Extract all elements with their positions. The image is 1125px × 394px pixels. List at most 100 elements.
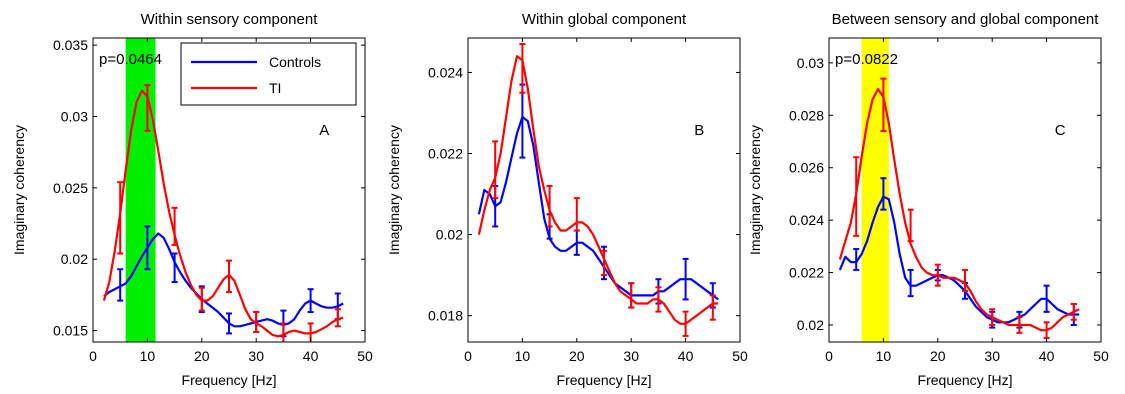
- error-bar-ti: [280, 322, 287, 342]
- x-tick-label: 40: [1039, 348, 1055, 364]
- y-tick-label: 0.026: [789, 160, 824, 176]
- error-bar-ti: [519, 43, 526, 94]
- y-tick-label: 0.022: [428, 146, 463, 162]
- error-bar-ti: [546, 184, 553, 228]
- panel-letter: B: [694, 122, 704, 139]
- series-line-ti: [477, 55, 719, 325]
- y-tick-label: 0.03: [797, 55, 824, 71]
- y-tick-label: 0.02: [61, 251, 88, 267]
- error-bar-ti: [989, 308, 996, 326]
- y-tick-label: 0.028: [789, 107, 824, 123]
- y-tick-label: 0.024: [789, 212, 824, 228]
- x-tick-label: 0: [89, 348, 97, 364]
- y-tick-label: 0.025: [53, 180, 88, 196]
- legend: Controls TI: [180, 42, 357, 106]
- p-value-annotation: p=0.0464: [99, 51, 162, 68]
- y-tick-label: 0.035: [53, 37, 88, 53]
- x-tick-label: 30: [248, 348, 264, 364]
- legend-label-controls: Controls: [269, 54, 321, 70]
- chart-title: Within global component: [522, 11, 687, 28]
- error-bar-ti: [144, 84, 151, 132]
- y-tick-label: 0.03: [61, 108, 88, 124]
- error-bar-ti: [492, 140, 499, 200]
- error-bar-ti: [709, 294, 716, 321]
- series-line-controls: [838, 195, 1080, 324]
- error-bar-ti: [1016, 316, 1023, 334]
- error-bar-ti: [1070, 303, 1077, 321]
- error-bar-controls: [1043, 284, 1050, 313]
- error-bar-ti: [962, 268, 968, 292]
- y-tick-label: 0.024: [428, 64, 463, 80]
- axes-frame: [467, 37, 741, 343]
- error-bar-controls: [144, 225, 151, 271]
- error-bar-controls: [853, 247, 860, 271]
- legend-label-ti: TI: [269, 80, 281, 96]
- error-bar-ti: [628, 282, 635, 309]
- p-value-annotation: p=0.0822: [835, 51, 898, 68]
- error-bar-ti: [682, 310, 689, 337]
- x-tick-label: 10: [515, 348, 531, 364]
- y-axis-label: Imaginary coherency: [747, 125, 763, 255]
- error-bar-ti: [880, 77, 887, 133]
- error-bar-ti: [573, 197, 580, 232]
- error-bar-ti: [226, 259, 232, 294]
- panel-b: 0 10 20 30 40 50 0.018 0.02 0.022 0.024 Within glo…: [386, 11, 748, 388]
- x-tick-label: 20: [569, 348, 585, 364]
- significance-band: [861, 38, 889, 342]
- panel-letter: A: [319, 122, 329, 139]
- x-tick-label: 50: [732, 348, 748, 364]
- significance-band: [125, 38, 156, 342]
- x-axis-label: Frequency [Hz]: [918, 372, 1013, 388]
- error-bar-ti: [253, 311, 260, 334]
- error-bar-ti: [934, 263, 941, 287]
- series-line-controls: [477, 115, 719, 301]
- x-tick-label: 20: [930, 348, 946, 364]
- chart-title: Between sensory and global component: [832, 11, 1100, 28]
- x-tick-label: 0: [825, 348, 833, 364]
- panel-c: 0 10 20 30 40 50 0.02 0.022 0.024 0.026 0.028 0.03 B…: [747, 11, 1109, 388]
- error-bar-controls: [226, 312, 232, 335]
- y-axis-label: Imaginary coherency: [386, 125, 402, 255]
- error-bar-controls: [682, 257, 689, 301]
- y-tick-label: 0.018: [428, 308, 463, 324]
- series-line-ti: [838, 88, 1080, 332]
- x-tick-label: 30: [984, 348, 1000, 364]
- y-tick-label: 0.02: [436, 227, 463, 243]
- x-tick-label: 0: [464, 348, 472, 364]
- error-bar-controls: [907, 268, 914, 298]
- axes-frame: [828, 37, 1102, 343]
- error-bar-ti: [655, 286, 662, 313]
- axes-frame: [92, 37, 366, 343]
- error-bar-ti: [334, 308, 341, 328]
- error-bar-ti: [117, 181, 124, 255]
- y-tick-label: 0.015: [53, 323, 88, 339]
- y-axis-label: Imaginary coherency: [11, 125, 27, 255]
- error-bar-ti: [601, 249, 607, 277]
- y-tick-label: 0.02: [797, 317, 824, 333]
- panel-a: 0 10 20 30 40 50 0.015 0.02 0.025 0.03 0.035 Within…: [11, 11, 373, 388]
- y-tick-label: 0.022: [789, 265, 824, 281]
- x-tick-label: 10: [140, 348, 156, 364]
- x-tick-label: 10: [876, 348, 892, 364]
- x-tick-label: 50: [357, 348, 373, 364]
- panel-letter: C: [1055, 122, 1066, 139]
- plot-area: [468, 38, 740, 342]
- error-bar-controls: [171, 252, 178, 284]
- x-tick-label: 40: [303, 348, 319, 364]
- x-axis-label: Frequency [Hz]: [557, 372, 652, 388]
- x-tick-label: 30: [623, 348, 639, 364]
- error-bar-ti: [171, 206, 178, 246]
- error-bar-controls: [307, 288, 314, 314]
- series-line-ti: [102, 89, 344, 338]
- series-line-controls: [103, 232, 344, 328]
- x-tick-label: 20: [194, 348, 210, 364]
- error-bar-ti: [907, 208, 914, 243]
- error-bar-ti: [853, 156, 860, 237]
- error-bar-controls: [117, 268, 124, 302]
- x-axis-label: Frequency [Hz]: [182, 372, 277, 388]
- error-bar-controls: [880, 177, 887, 211]
- error-bar-ti: [198, 286, 205, 312]
- x-tick-label: 40: [678, 348, 694, 364]
- x-tick-label: 50: [1093, 348, 1109, 364]
